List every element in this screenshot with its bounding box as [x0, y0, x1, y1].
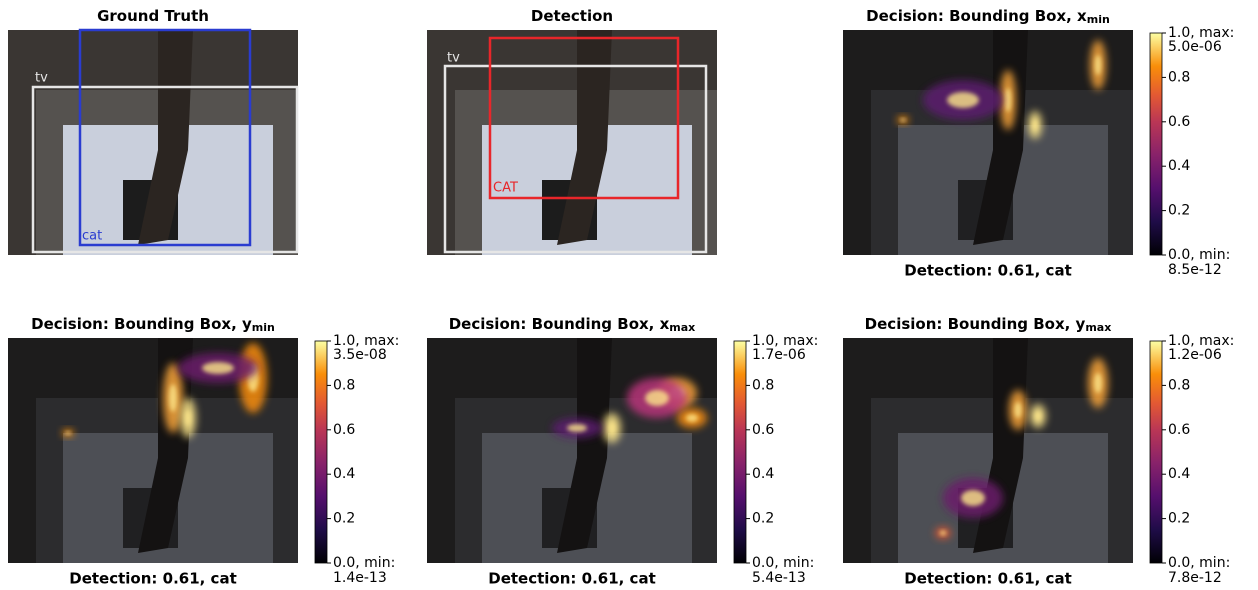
heat-core — [608, 422, 615, 434]
colorbar — [315, 341, 327, 563]
heat-core — [1094, 373, 1102, 393]
colorbar-tick-label: 0.8 — [333, 377, 355, 393]
panel-title: Decision: Bounding Box, xmax — [449, 315, 696, 335]
title-text: Decision: Bounding Box, y — [31, 315, 252, 333]
colorbar-max: 1.7e-06 — [752, 347, 806, 363]
colorbar — [1150, 341, 1162, 563]
heat-core — [185, 410, 191, 426]
title-text: Detection — [531, 7, 613, 25]
colorbar-tick-label: 0.2 — [333, 511, 355, 527]
panel-title: Decision: Bounding Box, ymin — [31, 315, 275, 335]
heat-core — [947, 92, 979, 108]
box-label: tv — [35, 71, 48, 86]
colorbar-tick-label: 0.0, min: — [333, 555, 395, 571]
caption: Detection: 0.61, cat — [904, 262, 1072, 280]
heat-core — [1014, 402, 1021, 418]
colorbar — [734, 341, 746, 563]
colorbar-tick-label: 0.2 — [1168, 203, 1190, 219]
heat-core — [1035, 411, 1041, 421]
heat-core — [567, 424, 587, 432]
colorbar-max: 3.5e-08 — [333, 347, 387, 363]
panel — [843, 338, 1133, 563]
box-label: tv — [447, 51, 460, 66]
colorbar-min: 5.4e-13 — [752, 570, 806, 586]
colorbar-max: 1.2e-06 — [1168, 347, 1222, 363]
caption: Detection: 0.61, cat — [904, 570, 1072, 588]
caption: Detection: 0.61, cat — [488, 570, 656, 588]
panel — [427, 338, 717, 563]
colorbar-tick-label: 0.2 — [1168, 511, 1190, 527]
title-subscript: max — [1085, 321, 1111, 334]
colorbar-tick-label: 0.0, min: — [1168, 247, 1230, 263]
panel-title: Detection — [531, 7, 613, 25]
colorbar-tick-label: 0.8 — [752, 377, 774, 393]
colorbar-min: 7.8e-12 — [1168, 570, 1222, 586]
title-text: Decision: Bounding Box, y — [865, 315, 1086, 333]
heat-core — [645, 390, 669, 406]
panel: tv CAT — [427, 30, 717, 255]
heat-core — [1005, 88, 1011, 112]
title-subscript: min — [1087, 13, 1110, 26]
colorbar-tick-label: 0.6 — [1168, 114, 1190, 130]
heat-core — [961, 490, 985, 506]
colorbar-min: 8.5e-12 — [1168, 262, 1222, 278]
heat-core — [901, 118, 906, 121]
title-subscript: max — [669, 321, 695, 334]
colorbar-tick-label: 0.8 — [1168, 69, 1190, 85]
colorbar-tick-label: 0.2 — [752, 511, 774, 527]
panel: tv cat — [8, 30, 298, 255]
box-label: CAT — [493, 181, 518, 196]
colorbar-tick-label: 0.6 — [333, 422, 355, 438]
image — [427, 338, 717, 563]
title-text: Decision: Bounding Box, x — [449, 315, 670, 333]
colorbar-tick-label: 0.4 — [752, 466, 774, 482]
colorbar-tick-label: 0.0, min: — [752, 555, 814, 571]
panel — [8, 338, 298, 563]
heat-core — [686, 414, 698, 422]
colorbar-tick-label: 0.8 — [1168, 377, 1190, 393]
heat-core — [1095, 55, 1101, 75]
title-subscript: min — [252, 321, 275, 334]
title-text: Ground Truth — [97, 7, 209, 25]
image — [843, 30, 1133, 255]
heat-core — [940, 531, 946, 536]
image — [8, 30, 298, 255]
heat-core — [202, 362, 234, 374]
colorbar — [1150, 33, 1162, 255]
heat-core — [169, 384, 177, 412]
panel — [843, 30, 1133, 255]
panel-title: Ground Truth — [97, 7, 209, 25]
colorbar-tick-label: 0.4 — [1168, 158, 1190, 174]
heat-core — [1032, 119, 1038, 130]
colorbar-min: 1.4e-13 — [333, 570, 387, 586]
heat-core — [66, 431, 71, 434]
colorbar-tick-label: 0.6 — [1168, 422, 1190, 438]
colorbar-max: 5.0e-06 — [1168, 39, 1222, 55]
panel-title: Decision: Bounding Box, ymax — [865, 315, 1112, 335]
caption: Detection: 0.61, cat — [69, 570, 237, 588]
box-label: cat — [82, 229, 102, 244]
panel-title: Decision: Bounding Box, xmin — [866, 7, 1110, 27]
title-text: Decision: Bounding Box, x — [866, 7, 1087, 25]
colorbar-tick-label: 0.4 — [1168, 466, 1190, 482]
colorbar-tick-label: 0.0, min: — [1168, 555, 1230, 571]
colorbar-tick-label: 0.4 — [333, 466, 355, 482]
image — [427, 30, 717, 255]
figure: tv cat Ground Truth tv CAT Detection Decision:… — [0, 0, 1258, 590]
colorbar-tick-label: 0.6 — [752, 422, 774, 438]
